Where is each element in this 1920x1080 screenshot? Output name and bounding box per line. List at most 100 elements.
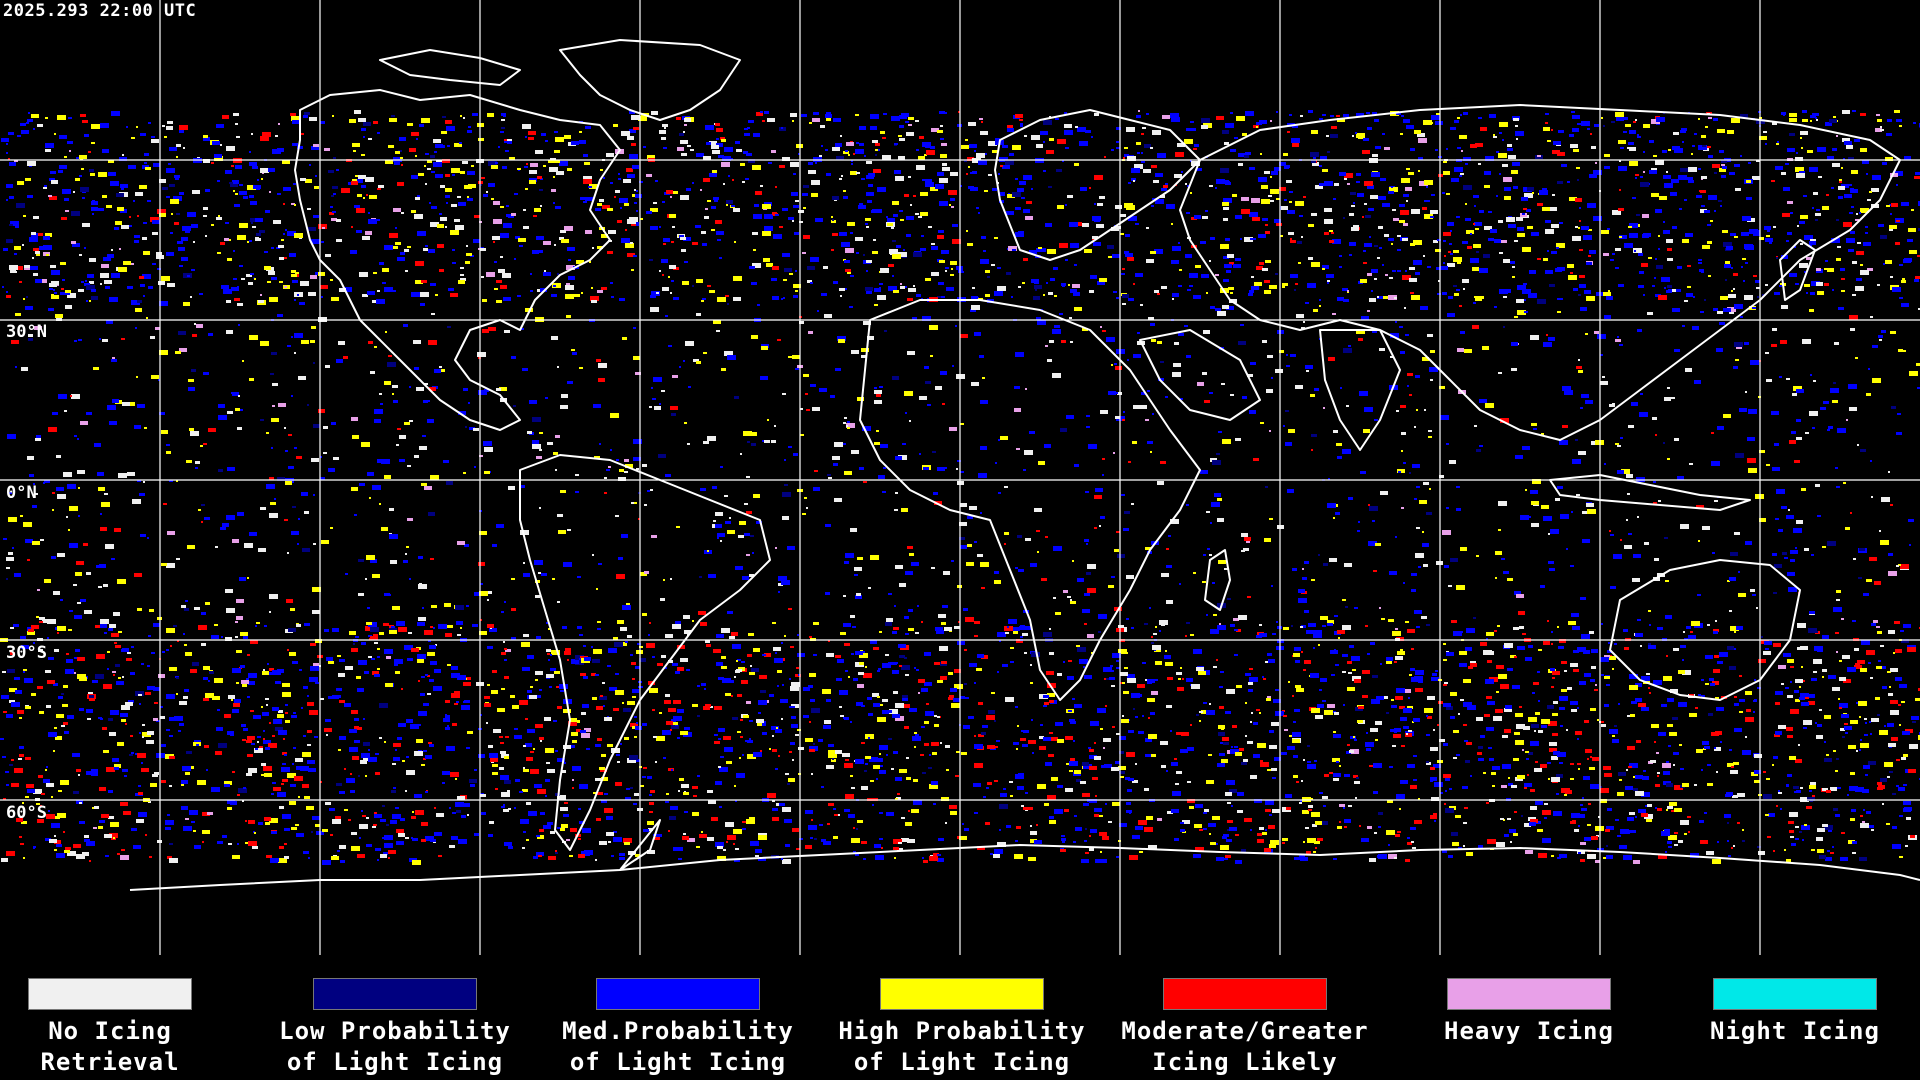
- icing-pixel: [260, 168, 269, 173]
- icing-pixel: [1199, 720, 1201, 722]
- icing-pixel: [1152, 198, 1156, 200]
- icing-pixel: [906, 234, 911, 237]
- icing-pixel: [1362, 695, 1368, 698]
- icing-pixel: [896, 245, 901, 248]
- icing-pixel: [1216, 116, 1224, 120]
- icing-pixel: [1206, 292, 1208, 294]
- icing-pixel: [942, 403, 945, 405]
- icing-pixel: [1084, 593, 1090, 596]
- icing-pixel: [1048, 292, 1053, 295]
- icing-pixel: [1488, 238, 1494, 241]
- icing-pixel: [1193, 148, 1197, 150]
- icing-pixel: [1197, 168, 1202, 171]
- icing-pixel: [1367, 185, 1374, 189]
- icing-pixel: [447, 725, 449, 727]
- icing-pixel: [984, 190, 988, 192]
- icing-pixel: [1411, 589, 1416, 592]
- icing-pixel: [1600, 381, 1608, 385]
- icing-pixel: [336, 169, 339, 171]
- icing-pixel: [260, 294, 262, 296]
- icing-pixel: [643, 146, 646, 148]
- icing-pixel: [831, 249, 834, 251]
- icing-pixel: [821, 786, 824, 788]
- icing-pixel: [1172, 298, 1174, 300]
- icing-pixel: [451, 204, 457, 207]
- icing-pixel: [158, 281, 165, 285]
- icing-pixel: [1333, 198, 1336, 200]
- icing-pixel: [978, 473, 987, 478]
- icing-pixel: [300, 133, 304, 135]
- icing-pixel: [1265, 661, 1268, 663]
- icing-pixel: [1168, 535, 1171, 537]
- icing-pixel: [825, 592, 830, 595]
- icing-pixel: [84, 247, 86, 249]
- icing-pixel: [267, 133, 269, 135]
- icing-pixel: [863, 673, 872, 678]
- icing-pixel: [1235, 834, 1239, 836]
- icing-pixel: [1428, 436, 1432, 438]
- icing-pixel: [1297, 241, 1302, 244]
- icing-pixel: [430, 475, 439, 480]
- icing-pixel: [344, 809, 348, 811]
- icing-pixel: [356, 179, 363, 183]
- icing-pixel: [924, 154, 927, 156]
- icing-pixel: [128, 165, 136, 169]
- icing-pixel: [902, 698, 908, 701]
- icing-pixel: [564, 135, 571, 139]
- icing-pixel: [1795, 759, 1802, 763]
- icing-pixel: [1, 138, 9, 142]
- icing-pixel: [520, 485, 525, 488]
- icing-pixel: [635, 194, 642, 198]
- icing-pixel: [1913, 122, 1916, 124]
- icing-pixel: [1757, 296, 1759, 298]
- icing-pixel: [1590, 708, 1596, 711]
- icing-pixel: [651, 111, 658, 115]
- icing-pixel: [954, 684, 963, 689]
- icing-pixel: [870, 555, 879, 560]
- icing-pixel: [1399, 808, 1401, 810]
- icing-pixel: [1658, 500, 1661, 502]
- icing-pixel: [611, 296, 614, 298]
- icing-pixel: [708, 574, 716, 578]
- icing-pixel: [1460, 547, 1467, 551]
- icing-pixel: [1752, 594, 1756, 596]
- icing-pixel: [937, 467, 945, 471]
- icing-pixel: [298, 518, 300, 520]
- icing-pixel: [1120, 233, 1124, 235]
- icing-pixel: [904, 194, 909, 197]
- icing-pixel: [56, 487, 64, 491]
- icing-pixel: [1135, 223, 1139, 225]
- icing-pixel: [507, 141, 512, 144]
- icing-pixel: [1154, 290, 1159, 293]
- icing-pixel: [501, 119, 505, 121]
- icing-pixel: [161, 430, 168, 434]
- icing-pixel: [1222, 439, 1231, 444]
- icing-pixel: [122, 154, 124, 156]
- icing-pixel: [1006, 272, 1011, 275]
- icing-pixel: [1396, 112, 1401, 115]
- icing-pixel: [273, 220, 281, 224]
- icing-pixel: [98, 586, 102, 588]
- icing-pixel: [409, 386, 411, 388]
- icing-pixel: [143, 222, 147, 224]
- icing-pixel: [566, 283, 570, 285]
- icing-pixel: [1768, 813, 1775, 817]
- icing-pixel: [64, 198, 69, 201]
- icing-pixel: [831, 216, 833, 218]
- icing-pixel: [895, 456, 902, 460]
- icing-pixel: [137, 480, 141, 482]
- icing-pixel: [566, 315, 571, 318]
- icing-pixel: [1149, 607, 1151, 609]
- icing-pixel: [1114, 549, 1119, 552]
- icing-pixel: [1102, 474, 1104, 476]
- icing-pixel: [1719, 168, 1726, 172]
- icing-pixel: [1473, 195, 1479, 198]
- icing-pixel: [675, 621, 681, 624]
- icing-pixel: [272, 735, 275, 737]
- icing-pixel: [296, 833, 304, 837]
- icing-pixel: [969, 144, 977, 148]
- icing-pixel: [1435, 249, 1441, 252]
- icing-pixel: [23, 522, 32, 527]
- icing-pixel: [579, 140, 586, 144]
- icing-pixel: [1454, 167, 1463, 172]
